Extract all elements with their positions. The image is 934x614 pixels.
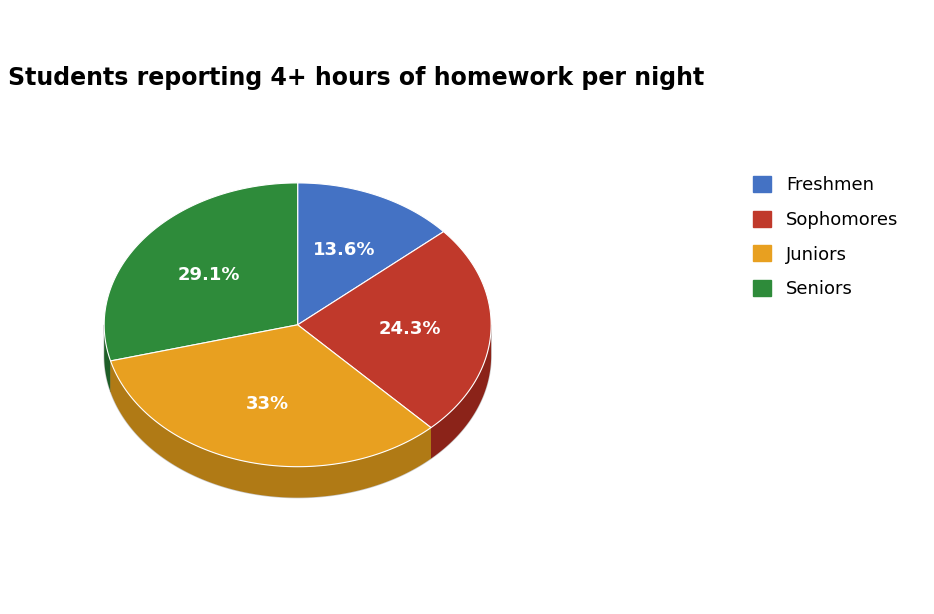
Text: 24.3%: 24.3% bbox=[378, 320, 441, 338]
Polygon shape bbox=[431, 325, 491, 459]
Text: 29.1%: 29.1% bbox=[177, 266, 240, 284]
Polygon shape bbox=[110, 361, 431, 498]
Legend: Freshmen, Sophomores, Juniors, Seniors: Freshmen, Sophomores, Juniors, Seniors bbox=[744, 167, 907, 307]
Polygon shape bbox=[298, 183, 444, 325]
Title: Students reporting 4+ hours of homework per night: Students reporting 4+ hours of homework … bbox=[7, 66, 704, 90]
Polygon shape bbox=[298, 231, 491, 427]
Polygon shape bbox=[110, 325, 298, 392]
Polygon shape bbox=[110, 325, 298, 392]
Polygon shape bbox=[105, 325, 491, 497]
Polygon shape bbox=[110, 325, 431, 467]
Polygon shape bbox=[298, 325, 431, 459]
Text: 33%: 33% bbox=[246, 395, 289, 413]
Polygon shape bbox=[298, 325, 431, 459]
Text: 13.6%: 13.6% bbox=[313, 241, 375, 259]
Polygon shape bbox=[105, 325, 110, 392]
Polygon shape bbox=[105, 183, 298, 361]
